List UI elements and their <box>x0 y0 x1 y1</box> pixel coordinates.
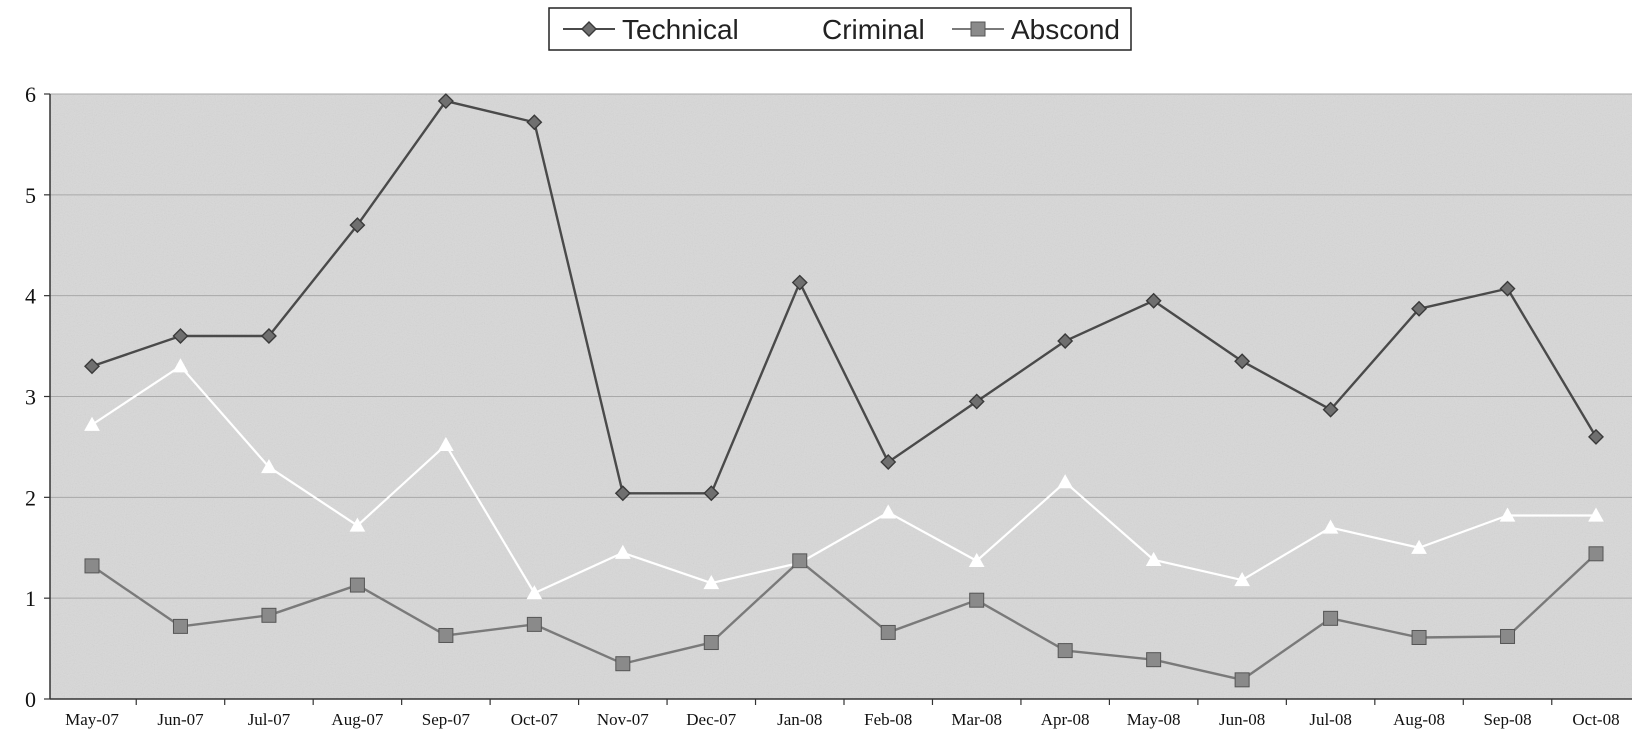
data-point-abscond <box>1323 610 1339 626</box>
data-point-criminal <box>438 436 454 451</box>
data-point-technical <box>1057 333 1074 350</box>
x-tick-label: Mar-08 <box>951 710 1002 729</box>
series-line-technical <box>91 99 1598 495</box>
data-point-criminal <box>349 517 366 532</box>
data-point-technical <box>526 114 543 131</box>
x-tick-label: Jun-07 <box>157 710 204 729</box>
data-point-abscond <box>1500 628 1516 644</box>
data-point-criminal <box>172 358 189 373</box>
x-tick-label: Jul-08 <box>1309 710 1352 729</box>
y-tick-label: 6 <box>25 82 36 107</box>
data-point-criminal <box>1499 507 1516 522</box>
data-point-technical <box>1499 280 1516 297</box>
data-point-abscond <box>1588 546 1604 562</box>
x-tick-label: Oct-08 <box>1572 710 1619 729</box>
data-point-technical <box>791 274 808 291</box>
data-point-criminal <box>703 575 720 590</box>
data-point-technical <box>1588 428 1604 445</box>
data-point-criminal <box>614 544 631 559</box>
y-tick-label: 2 <box>25 485 36 510</box>
data-point-criminal <box>968 552 985 567</box>
data-point-technical <box>614 485 631 502</box>
x-tick-label: Jul-07 <box>248 710 291 729</box>
data-point-technical <box>703 485 720 502</box>
y-tick-label: 1 <box>25 586 36 611</box>
data-point-criminal <box>526 585 543 600</box>
legend-label: Technical <box>622 14 739 45</box>
data-point-abscond <box>1411 629 1427 645</box>
x-tick-label: Feb-08 <box>864 710 912 729</box>
gridlines <box>50 93 1632 599</box>
legend-label: Criminal <box>822 14 925 45</box>
data-point-criminal <box>1234 571 1250 587</box>
data-point-technical <box>437 93 454 110</box>
data-point-criminal <box>1322 519 1339 534</box>
series-line-abscond <box>91 552 1597 682</box>
data-point-abscond <box>438 627 454 643</box>
data-point-abscond <box>1146 652 1162 668</box>
x-tick-label: Jan-08 <box>777 710 822 729</box>
data-point-abscond <box>349 577 365 593</box>
x-tick-label: Oct-07 <box>511 710 559 729</box>
legend: Technical Criminal Abscond <box>548 7 1132 51</box>
data-point-technical <box>84 358 100 375</box>
data-point-abscond <box>792 553 808 569</box>
data-point-abscond <box>615 656 631 672</box>
legend-label: Abscond <box>1011 14 1120 45</box>
legend-item-abscond: Abscond <box>952 14 1120 45</box>
x-tick-label: Jun-08 <box>1219 710 1265 729</box>
data-point-abscond <box>969 592 985 608</box>
legend-marker <box>581 21 597 37</box>
data-point-abscond <box>1057 643 1073 659</box>
y-tick-label: 4 <box>25 284 36 309</box>
data-point-criminal <box>1411 539 1427 554</box>
data-point-technical <box>349 217 366 234</box>
data-point-technical <box>1234 353 1251 370</box>
x-tick-label: Aug-08 <box>1393 710 1445 729</box>
data-point-criminal <box>84 416 100 431</box>
data-point-abscond <box>526 616 542 632</box>
legend-item-technical: Technical <box>563 14 739 45</box>
x-tick-label: Apr-08 <box>1041 710 1090 729</box>
y-tick-label: 0 <box>25 687 36 712</box>
legend-frame <box>548 7 1132 51</box>
data-point-abscond <box>172 618 188 634</box>
data-point-technical <box>880 454 897 471</box>
data-point-technical <box>1145 292 1162 309</box>
series-technical <box>84 93 1604 502</box>
data-point-criminal <box>1588 507 1604 522</box>
data-point-criminal <box>261 459 277 474</box>
y-tick-label: 5 <box>25 183 36 208</box>
data-point-criminal <box>1145 551 1162 566</box>
series-line-criminal <box>91 365 1596 595</box>
x-tick-label: Sep-08 <box>1483 710 1531 729</box>
data-point-technical <box>1322 401 1339 418</box>
legend-item-criminal: Criminal <box>780 14 925 45</box>
series-layer <box>84 93 1604 688</box>
legend-marker <box>970 21 986 37</box>
plot-area: 0 1 2 3 4 5 6 May-07 Jun-07 Jul-07 Aug-07 Sep-07 Oct… <box>25 82 1632 729</box>
x-tick-label: Aug-07 <box>331 710 383 729</box>
x-tick-label: Nov-07 <box>597 710 649 729</box>
data-point-criminal <box>880 504 897 519</box>
data-point-technical <box>1411 300 1428 317</box>
data-point-abscond <box>261 607 277 623</box>
data-point-abscond <box>84 558 100 574</box>
data-point-technical <box>968 393 985 410</box>
x-tick-label: Dec-07 <box>686 710 737 729</box>
series-abscond <box>84 546 1604 688</box>
data-point-abscond <box>880 624 896 640</box>
data-point-technical <box>260 328 277 344</box>
data-point-abscond <box>1234 672 1250 688</box>
legend-marker <box>798 20 814 36</box>
ticks: 0 1 2 3 4 5 6 May-07 Jun-07 Jul-07 Aug-07 Sep-07 Oct… <box>25 82 1620 729</box>
data-point-technical <box>172 328 189 344</box>
x-tick-label: Sep-07 <box>422 710 471 729</box>
data-point-criminal <box>1057 474 1074 489</box>
data-point-abscond <box>703 635 719 651</box>
x-tick-label: May-07 <box>65 710 119 729</box>
x-tick-label: May-08 <box>1127 710 1181 729</box>
y-tick-label: 3 <box>25 385 36 410</box>
